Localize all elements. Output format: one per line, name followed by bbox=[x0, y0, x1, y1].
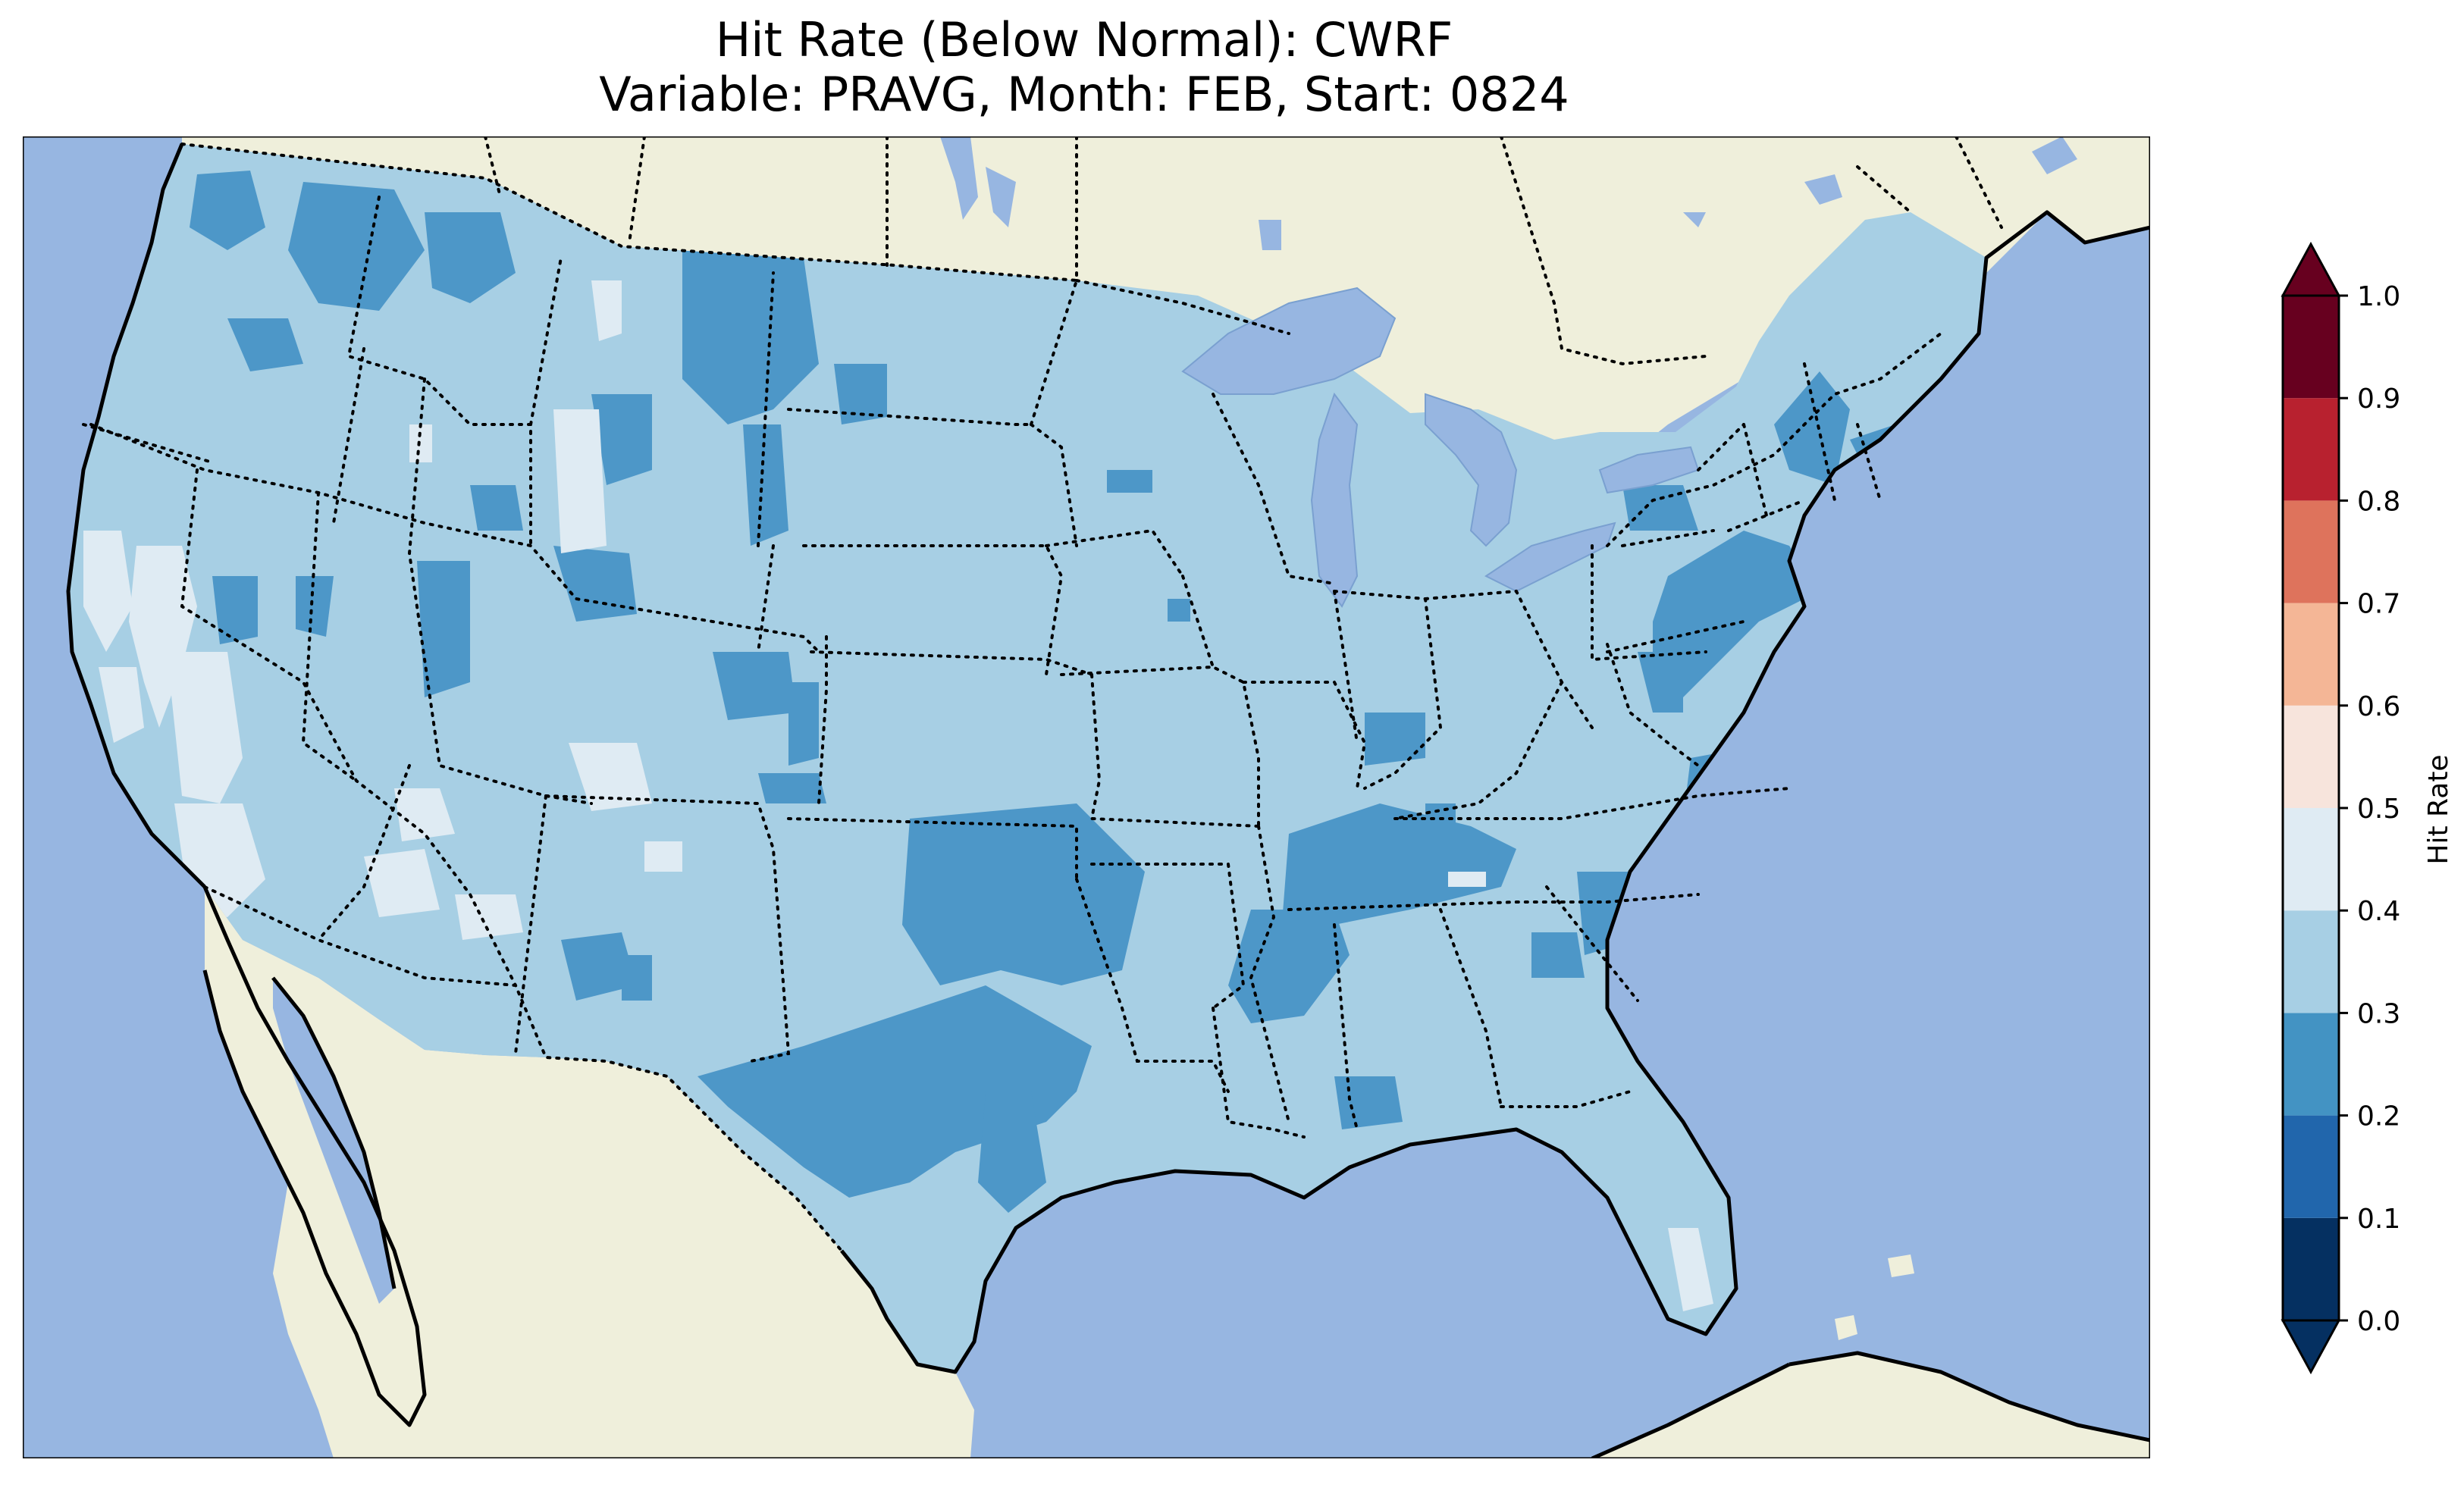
colorbar-tick-label: 0.4 bbox=[2357, 896, 2400, 927]
colorbar-tick-label: 0.0 bbox=[2357, 1306, 2400, 1337]
canada-landmass bbox=[182, 136, 2150, 561]
gulf-of-california bbox=[273, 978, 394, 1304]
colorbar-bin bbox=[2283, 705, 2339, 808]
colorbar-tick-label: 0.3 bbox=[2357, 998, 2400, 1029]
colorbar-tick-label: 0.8 bbox=[2357, 486, 2400, 517]
country-borders bbox=[180, 143, 1942, 1252]
colorbar-tick-label: 1.0 bbox=[2357, 281, 2400, 312]
colorbar-over-triangle bbox=[2281, 241, 2341, 297]
map-title-line-2: Variable: PRAVG, Month: FEB, Start: 0824 bbox=[599, 67, 1569, 122]
bahamas-islands bbox=[1835, 1254, 1914, 1340]
colorbar: 0.0 0.1 0.2 0.3 0.4 0.5 0.6 0.7 0.8 0.9 1.0 Hit Ra… bbox=[2281, 241, 2454, 1375]
colorbar-tick-label: 0.1 bbox=[2357, 1204, 2400, 1235]
cuba-landmass bbox=[1592, 1353, 2150, 1458]
colorbar-tick-label: 0.9 bbox=[2357, 384, 2400, 415]
colorbar-tick-label: 0.7 bbox=[2357, 589, 2400, 620]
canadian-lakes bbox=[940, 136, 2077, 250]
colorbar-bin bbox=[2283, 808, 2339, 911]
colorbar-tick-label: 0.5 bbox=[2357, 794, 2400, 825]
colorbar-bin bbox=[2283, 603, 2339, 706]
colorbar-tick-label: 0.6 bbox=[2357, 691, 2400, 722]
colorbar-bin bbox=[2283, 398, 2339, 501]
colorbar-bin bbox=[2283, 1115, 2339, 1218]
map-title-line-1: Hit Rate (Below Normal): CWRF bbox=[715, 12, 1453, 67]
coastlines bbox=[66, 143, 2150, 1458]
colorbar-bin bbox=[2283, 1013, 2339, 1116]
colorbar-bin bbox=[2283, 910, 2339, 1013]
great-lakes bbox=[1181, 287, 1700, 608]
colorbar-bin bbox=[2283, 500, 2339, 603]
baja-peninsula bbox=[205, 887, 425, 1425]
province-borders bbox=[484, 136, 2003, 366]
hit-rate-field bbox=[83, 171, 1911, 1357]
colorbar-bin bbox=[2283, 1217, 2339, 1320]
colorbar-tick-label: 0.2 bbox=[2357, 1101, 2400, 1132]
colorbar-under-triangle bbox=[2281, 1319, 2341, 1375]
colorbar-bin bbox=[2283, 296, 2339, 399]
colorbar-axis-label: Hit Rate bbox=[2423, 754, 2454, 864]
state-borders bbox=[82, 196, 1882, 1139]
